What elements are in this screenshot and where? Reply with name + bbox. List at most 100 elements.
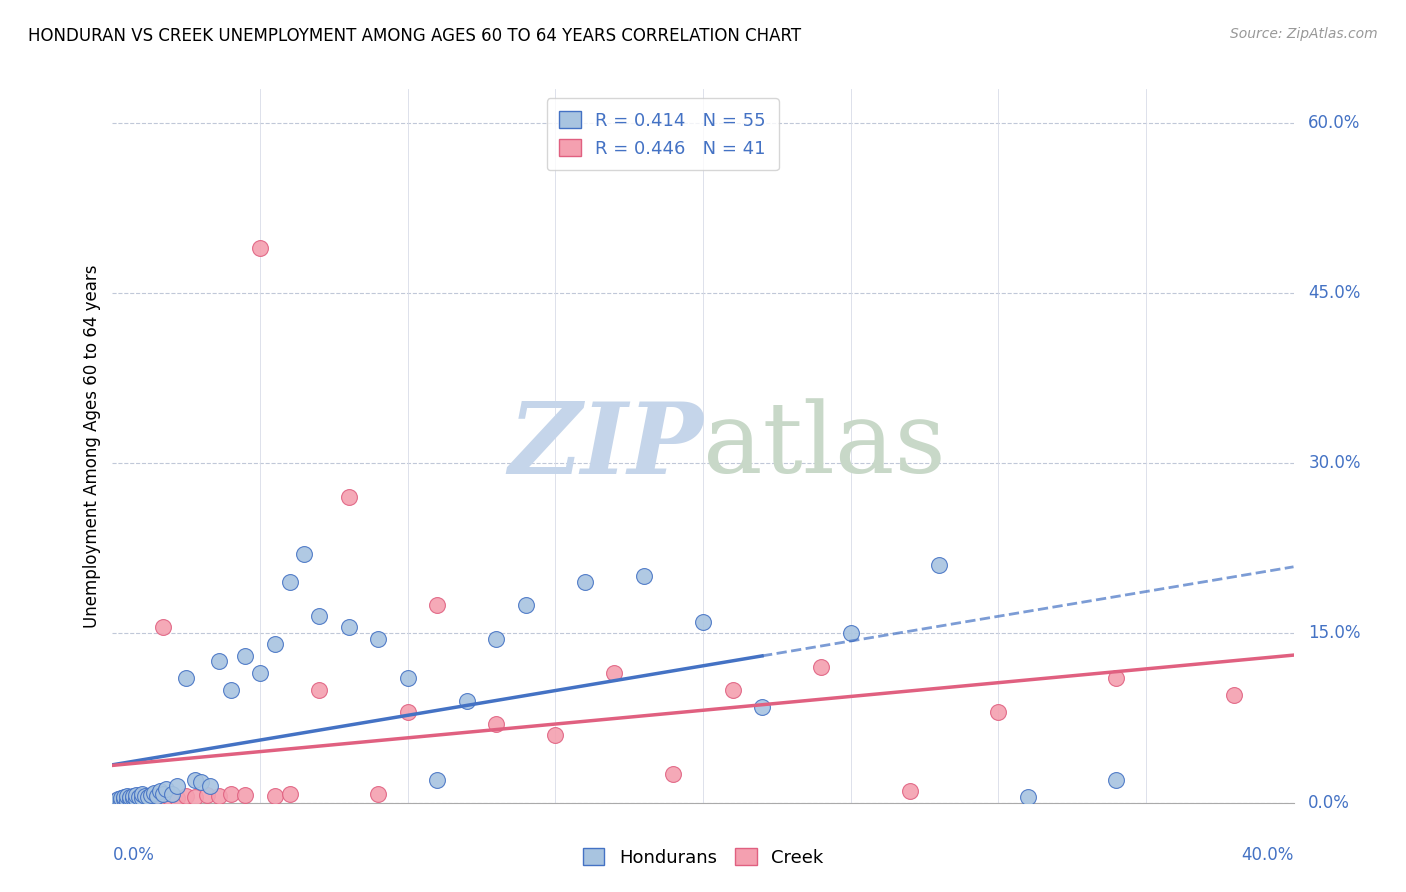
Point [160,787,183,801]
Text: 15.0%: 15.0% [1309,624,1361,642]
Point [149,784,172,798]
Point [117,789,138,803]
Point [515,598,537,612]
Point [337,490,360,504]
Point [219,787,242,801]
Point [810,660,832,674]
Point [152,620,174,634]
Point [166,791,188,805]
Point [107,795,129,809]
Point [107,792,129,806]
Point [120,790,142,805]
Point [117,793,138,807]
Point [987,705,1010,719]
Point [122,791,145,805]
Point [120,792,142,806]
Point [112,792,135,806]
Point [928,558,950,572]
Point [249,241,271,255]
Point [125,792,148,806]
Point [603,665,626,680]
Point [396,671,419,685]
Point [1223,688,1246,702]
Point [142,786,165,800]
Point [485,716,508,731]
Point [1105,773,1128,788]
Point [125,792,148,806]
Point [574,574,596,589]
Text: 0.0%: 0.0% [112,846,155,863]
Point [190,775,212,789]
Text: atlas: atlas [703,398,946,494]
Point [128,789,150,803]
Point [485,632,508,646]
Point [396,705,419,719]
Point [544,728,567,742]
Point [426,773,449,788]
Point [166,779,188,793]
Point [155,782,177,797]
Point [233,788,256,802]
Point [278,574,301,589]
Point [112,793,135,807]
Point [292,547,315,561]
Point [136,790,159,805]
Point [174,671,197,685]
Point [120,792,142,806]
Point [146,789,169,803]
Point [1017,790,1039,805]
Point [662,767,685,781]
Point [184,790,207,805]
Point [633,569,655,583]
Point [264,789,287,803]
Point [1105,671,1128,685]
Point [308,682,330,697]
Point [139,788,162,802]
Point [110,793,132,807]
Point [208,789,231,803]
Point [146,792,169,806]
Point [122,789,145,803]
Point [337,620,360,634]
Point [721,682,744,697]
Point [751,699,773,714]
Point [122,790,145,805]
Point [308,608,330,623]
Point [157,790,180,805]
Point [426,598,449,612]
Point [110,792,132,806]
Point [198,779,221,793]
Point [139,791,162,805]
Y-axis label: Unemployment Among Ages 60 to 64 years: Unemployment Among Ages 60 to 64 years [83,264,101,628]
Point [456,694,478,708]
Point [692,615,714,629]
Point [117,791,138,805]
Point [249,665,271,680]
Point [110,791,132,805]
Point [104,793,127,807]
Text: 45.0%: 45.0% [1309,284,1361,302]
Point [134,792,156,806]
Point [184,773,207,788]
Point [131,791,153,805]
Point [128,790,150,805]
Text: 60.0%: 60.0% [1309,114,1361,132]
Point [278,787,301,801]
Point [839,626,862,640]
Point [174,789,197,803]
Point [131,787,153,801]
Point [195,788,218,802]
Point [125,788,148,802]
Legend: Hondurans, Creek: Hondurans, Creek [569,835,837,880]
Point [136,790,159,805]
Text: 30.0%: 30.0% [1309,454,1361,472]
Point [219,682,242,697]
Text: HONDURAN VS CREEK UNEMPLOYMENT AMONG AGES 60 TO 64 YEARS CORRELATION CHART: HONDURAN VS CREEK UNEMPLOYMENT AMONG AGE… [28,27,801,45]
Point [233,648,256,663]
Point [208,654,231,668]
Point [107,795,129,809]
Text: ZIP: ZIP [508,398,703,494]
Point [367,632,389,646]
Text: 40.0%: 40.0% [1241,846,1294,863]
Point [104,793,127,807]
